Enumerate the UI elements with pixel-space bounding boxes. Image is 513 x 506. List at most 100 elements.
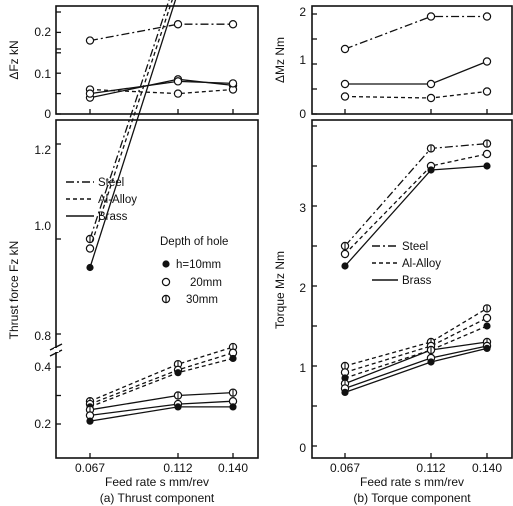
a-top-series-point-3-1-ring [173, 77, 183, 86]
b-bottom-alalloy-point-4-2 [482, 313, 492, 323]
b-bottom-alalloy-line-4 [344, 317, 488, 374]
b-top-brass-point-1-1-ring [426, 79, 436, 89]
b-top-alalloy-point-2-1 [426, 93, 436, 103]
legend-a-depth-10-label: h=10mm [176, 259, 221, 271]
b-bottom-alalloy-point-1-0 [340, 249, 350, 259]
a-top-steel-point-0-1-ring [173, 20, 183, 29]
panel-a-top-frame [55, 5, 259, 115]
b-bottom-brass-point-2-0 [341, 262, 349, 270]
a-bottom-brass-point-6-2 [228, 388, 238, 397]
b-top-alalloy-point-2-2-ring [482, 87, 492, 96]
b-bottom-ytick-0: 0 [299, 441, 306, 455]
a-bottom-alalloy-point-5-1-dot [174, 369, 182, 377]
a-bottom-brass-point-8-1 [174, 403, 182, 411]
b-bottom-brass-point-8-1-dot [427, 358, 435, 366]
a-caption: (a) Thrust component [100, 491, 215, 505]
b-caption: (b) Torque component [353, 491, 471, 505]
a-top-alalloy-point-2-1-ring [173, 89, 183, 98]
b-bottom-steel-point-0-0 [340, 241, 350, 251]
a-bottom-alalloy-line-5 [89, 357, 234, 408]
b-xtick-0112: 0.112 [416, 461, 445, 475]
b-bottom-brass-point-2-1 [427, 166, 435, 174]
b-bottom-alalloy-line-3 [344, 307, 488, 367]
a-top-ytick-2: 0.2 [34, 25, 51, 39]
b-bottom-alalloy-point-3-2 [482, 304, 492, 313]
b-top-alalloy-point-2-1-ring [426, 93, 436, 103]
a-bottom-alalloy-point-1-0-ring [85, 244, 95, 253]
b-top-steel-point-0-2-ring [482, 12, 492, 21]
b-top-brass-point-1-1 [426, 79, 436, 89]
b-bottom-brass-point-6-1 [426, 345, 436, 355]
b-bottom-alalloy-point-5-0 [341, 374, 349, 382]
b-top-brass-line-1 [345, 60, 488, 85]
legend-a-alalloy-label: Al-Alloy [98, 194, 137, 206]
b-bottom-brass-point-8-1 [427, 358, 435, 366]
a-bottom-brass-line-8 [89, 406, 233, 422]
a-bottom-brass-point-8-1-dot [174, 403, 182, 411]
a-bottom-alalloy-point-5-2 [229, 354, 237, 363]
a-top-ylabel: ΔFz kN [7, 40, 21, 79]
a-top-steel-point-0-1 [173, 20, 183, 29]
a-xlabel: Feed rate s mm/rev [105, 475, 209, 489]
b-top-brass-point-1-0 [340, 79, 350, 89]
legend-b: Steel Al-Alloy Brass [372, 241, 441, 287]
b-bottom-brass-point-8-0-dot [341, 388, 349, 396]
a-bottom-alalloy-point-5-2-dot [229, 354, 237, 363]
axis-break-gap [54, 348, 59, 352]
panel-a-bottom-frame [55, 119, 259, 459]
b-bottom-brass-point-2-1-dot [427, 166, 435, 174]
a-xtick-0140: 0.140 [218, 461, 248, 475]
b-bottom-brass-point-8-0 [341, 388, 349, 396]
legend-a-depth-30-label: 30mm [186, 294, 218, 306]
b-top-brass-point-1-2-ring [482, 57, 492, 66]
a-top-steel-point-0-0-ring [85, 36, 95, 45]
a-bottom-alalloy-point-1-0 [85, 244, 95, 253]
b-top-steel-point-0-2 [482, 12, 492, 21]
a-top-alalloy-point-2-1 [173, 89, 183, 98]
b-bottom-alalloy-point-1-0-ring [340, 249, 350, 259]
a-top-steel-point-0-0 [85, 36, 95, 45]
a-top-steel-point-0-2-ring [228, 20, 238, 29]
a-top-series-point-3-0-ring [85, 89, 95, 98]
a-bottom-brass-point-8-2-dot [229, 403, 237, 411]
a-top-series-point-3-0 [85, 89, 95, 98]
b-bottom-ylabel: Torque Mz Nm [273, 251, 287, 329]
a-bottom-alalloy-line-3 [89, 346, 234, 402]
b-top-brass-point-1-0-ring [340, 79, 350, 89]
a-bottom-brass-point-8-2 [229, 403, 237, 411]
b-top-ylabel: ΔMz Nm [273, 37, 287, 83]
a-bottom-brass-point-6-1 [173, 391, 183, 400]
b-bottom-steel-point-0-2 [482, 139, 492, 148]
b-bottom-brass-point-2-0-dot [341, 262, 349, 270]
panel-b-bottom-frame [311, 119, 513, 459]
b-top-steel-line-0 [344, 15, 487, 50]
series-layer [85, 0, 492, 425]
b-bottom-alalloy-point-4-2-ring [482, 313, 492, 323]
b-bottom-brass-point-2-2-dot [483, 162, 491, 170]
a-top-alalloy-line-2 [89, 88, 234, 95]
legend-a-depth-20-label: 20mm [190, 277, 222, 289]
a-bottom-brass-point-2-0 [86, 263, 94, 272]
b-bottom-ytick-3: 3 [299, 201, 306, 215]
a-bottom-ytick-10: 1.0 [34, 219, 51, 233]
b-top-steel-point-0-0-ring [340, 44, 350, 54]
a-top-ytick-1: 0.1 [34, 67, 51, 81]
legend-a-depth-10-marker [162, 260, 170, 268]
legend-a-steel-label: Steel [98, 177, 124, 189]
a-top-series-line-3 [89, 80, 234, 95]
legend-a-depth-20-marker [161, 277, 171, 287]
a-top-series-point-3-2 [228, 79, 238, 88]
b-xlabel: Feed rate s mm/rev [360, 475, 464, 489]
legend-b-alalloy-label: Al-Alloy [402, 258, 441, 270]
a-top-steel-point-0-2 [228, 20, 238, 29]
a-bottom-ytick-04: 0.4 [34, 360, 51, 374]
b-top-alalloy-point-2-0 [340, 92, 350, 101]
a-bottom-alalloy-line-4 [89, 352, 234, 405]
legend-b-steel-label: Steel [402, 241, 428, 253]
b-top-ytick-2: 2 [299, 5, 306, 19]
b-bottom-alalloy-point-5-0-dot [341, 374, 349, 382]
a-bottom-brass-point-8-0 [86, 417, 94, 425]
a-bottom-alalloy-point-5-1 [174, 369, 182, 377]
a-bottom-ytick-08: 0.8 [34, 329, 51, 343]
